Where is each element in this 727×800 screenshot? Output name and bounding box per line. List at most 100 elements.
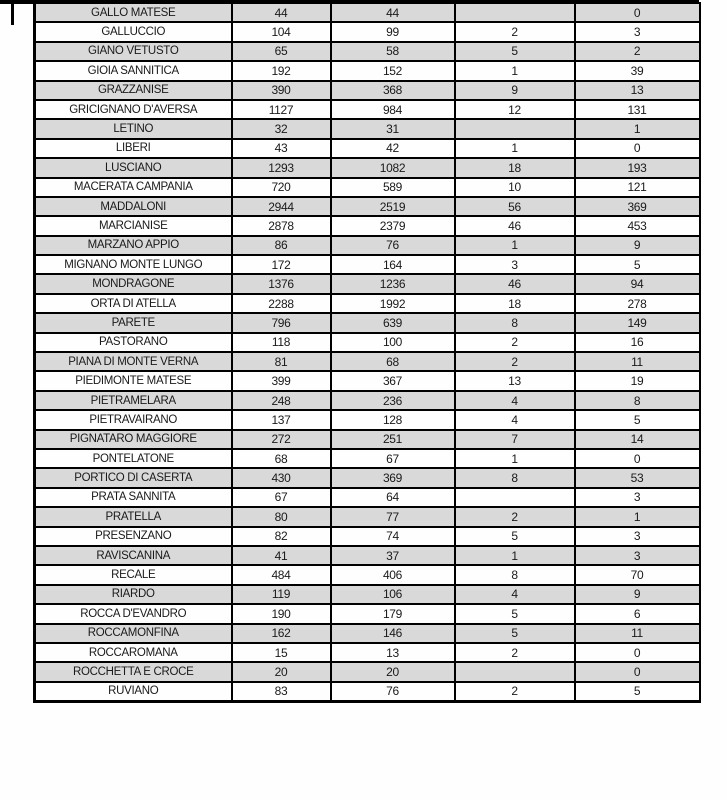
municipality-name-cell: LETINO — [33, 118, 233, 140]
value-cell: 192 — [230, 60, 332, 82]
value-cell: 4 — [453, 583, 576, 606]
value-cell: 43 — [230, 137, 332, 160]
value-cell: 4 — [453, 389, 576, 412]
table-container: GALLO MATESE 44 44 0 GALLUCCIO 104 99 2 3 GIANO V… — [33, 1, 701, 704]
value-cell: 68 — [230, 447, 332, 470]
value-cell: 119 — [230, 583, 332, 606]
municipality-name-cell: GALLO MATESE — [33, 1, 233, 24]
value-cell: 162 — [230, 622, 332, 644]
value-cell: 236 — [329, 389, 456, 412]
value-cell: 639 — [329, 312, 456, 334]
table-row: RUVIANO 83 76 2 5 — [33, 680, 701, 703]
value-cell: 118 — [230, 331, 332, 354]
value-cell: 179 — [329, 603, 456, 625]
value-cell: 19 — [573, 370, 701, 392]
value-cell: 18 — [453, 157, 576, 179]
value-cell: 76 — [329, 234, 456, 257]
value-cell: 5 — [453, 525, 576, 547]
municipality-name-cell: PRATELLA — [33, 506, 233, 528]
value-cell: 1293 — [230, 157, 332, 179]
value-cell: 0 — [573, 1, 701, 24]
value-cell: 2379 — [329, 215, 456, 237]
left-border-stub — [11, 4, 14, 25]
value-cell: 484 — [230, 564, 332, 586]
value-cell — [453, 486, 576, 509]
value-cell: 8 — [573, 389, 701, 412]
value-cell: 1 — [573, 506, 701, 528]
value-cell: 20 — [329, 661, 456, 683]
value-cell: 83 — [230, 680, 332, 703]
value-cell: 3 — [453, 254, 576, 276]
value-cell: 31 — [329, 118, 456, 140]
municipality-name-cell: PASTORANO — [33, 331, 233, 354]
value-cell: 11 — [573, 622, 701, 644]
value-cell: 46 — [453, 273, 576, 295]
value-cell: 20 — [230, 661, 332, 683]
value-cell: 58 — [329, 40, 456, 63]
value-cell: 3 — [573, 21, 701, 43]
value-cell — [453, 1, 576, 24]
municipality-name-cell: PRESENZANO — [33, 525, 233, 547]
value-cell: 18 — [453, 292, 576, 315]
value-cell: 2 — [453, 351, 576, 373]
table-row: PRESENZANO 82 74 5 3 — [33, 525, 701, 547]
table-row: PIANA DI MONTE VERNA 81 68 2 11 — [33, 351, 701, 373]
value-cell: 77 — [329, 506, 456, 528]
value-cell: 3 — [573, 486, 701, 509]
value-cell: 1 — [453, 60, 576, 82]
municipality-name-cell: PIETRAVAIRANO — [33, 409, 233, 431]
municipality-name-cell: GRAZZANISE — [33, 79, 233, 101]
value-cell: 1 — [453, 234, 576, 257]
municipality-name-cell: RUVIANO — [33, 680, 233, 703]
municipality-name-cell: MARZANO APPIO — [33, 234, 233, 257]
value-cell: 41 — [230, 544, 332, 567]
municipality-name-cell: MARCIANISE — [33, 215, 233, 237]
municipality-name-cell: PIGNATARO MAGGIORE — [33, 428, 233, 451]
municipality-name-cell: PIANA DI MONTE VERNA — [33, 351, 233, 373]
value-cell: 390 — [230, 79, 332, 101]
value-cell: 137 — [230, 409, 332, 431]
value-cell — [453, 661, 576, 683]
table-row: RAVISCANINA 41 37 1 3 — [33, 544, 701, 567]
municipality-name-cell: GRICIGNANO D'AVERSA — [33, 98, 233, 121]
value-cell: 74 — [329, 525, 456, 547]
value-cell: 99 — [329, 21, 456, 43]
table-row: PARETE 796 639 8 149 — [33, 312, 701, 334]
table-row: PORTICO DI CASERTA 430 369 8 53 — [33, 467, 701, 489]
table-row: PONTELATONE 68 67 1 0 — [33, 447, 701, 470]
value-cell: 2519 — [329, 195, 456, 218]
value-cell: 149 — [573, 312, 701, 334]
value-cell: 68 — [329, 351, 456, 373]
value-cell: 5 — [573, 409, 701, 431]
value-cell: 70 — [573, 564, 701, 586]
municipality-table: GALLO MATESE 44 44 0 GALLUCCIO 104 99 2 3 GIANO V… — [33, 1, 701, 704]
value-cell: 39 — [573, 60, 701, 82]
table-row: LETINO 32 31 1 — [33, 118, 701, 140]
value-cell: 13 — [329, 641, 456, 664]
value-cell: 9 — [573, 583, 701, 606]
value-cell: 368 — [329, 79, 456, 101]
value-cell: 251 — [329, 428, 456, 451]
value-cell: 2944 — [230, 195, 332, 218]
municipality-name-cell: GIANO VETUSTO — [33, 40, 233, 63]
value-cell: 0 — [573, 137, 701, 160]
value-cell: 94 — [573, 273, 701, 295]
table-row: PIGNATARO MAGGIORE 272 251 7 14 — [33, 428, 701, 451]
value-cell: 64 — [329, 486, 456, 509]
value-cell: 406 — [329, 564, 456, 586]
value-cell: 2878 — [230, 215, 332, 237]
value-cell — [453, 118, 576, 140]
value-cell: 152 — [329, 60, 456, 82]
value-cell: 5 — [453, 40, 576, 63]
value-cell: 369 — [573, 195, 701, 218]
value-cell: 56 — [453, 195, 576, 218]
table-row: ROCCHETTA E CROCE 20 20 0 — [33, 661, 701, 683]
table-row: GALLUCCIO 104 99 2 3 — [33, 21, 701, 43]
municipality-name-cell: LIBERI — [33, 137, 233, 160]
value-cell: 5 — [573, 680, 701, 703]
table-row: PRATA SANNITA 67 64 3 — [33, 486, 701, 509]
value-cell: 13 — [573, 79, 701, 101]
value-cell: 8 — [453, 564, 576, 586]
value-cell: 2 — [453, 21, 576, 43]
value-cell: 12 — [453, 98, 576, 121]
